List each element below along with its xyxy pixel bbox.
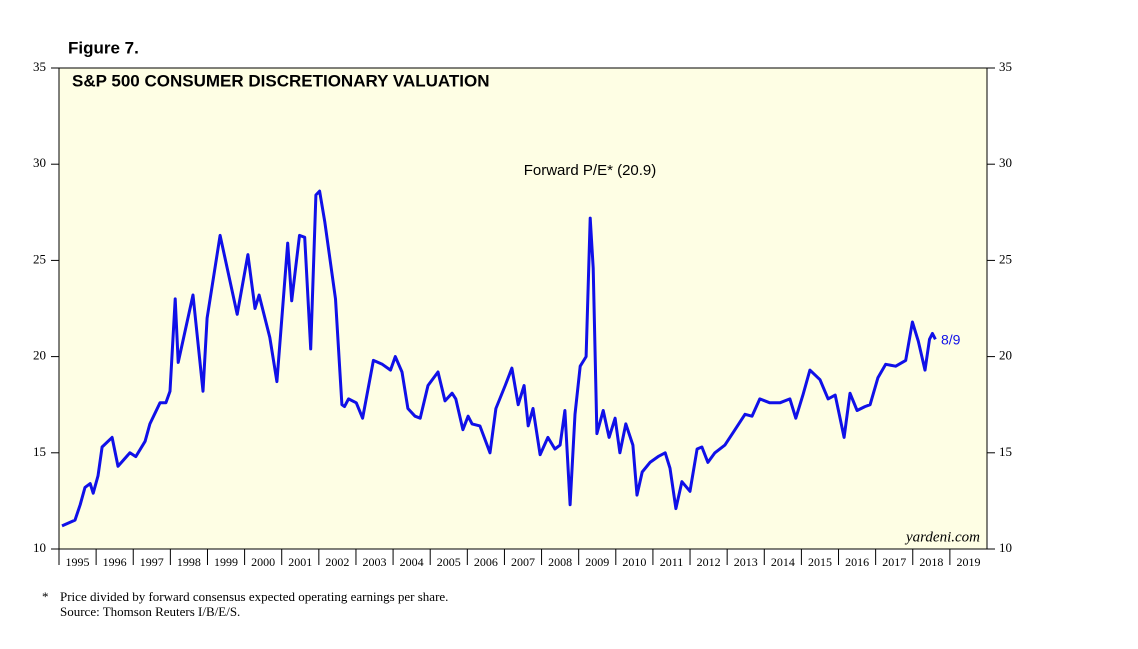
x-tick-label: 1995 — [66, 555, 90, 569]
x-tick-label: 1996 — [103, 555, 127, 569]
x-tick-label: 2009 — [585, 555, 609, 569]
y2-tick-label: 20 — [999, 348, 1012, 363]
x-tick-label: 2019 — [956, 555, 980, 569]
x-tick-label: 2007 — [511, 555, 535, 569]
date-annotation: 8/9 — [941, 332, 961, 348]
x-tick-label: 2013 — [734, 555, 758, 569]
x-tick-label: 2011 — [660, 555, 684, 569]
footnote-marker: * — [42, 589, 49, 604]
data-line — [61, 189, 937, 528]
x-tick-label: 2004 — [400, 555, 424, 569]
x-tick-label: 2017 — [882, 555, 906, 569]
watermark: yardeni.com — [904, 529, 980, 545]
x-tick-label: 1997 — [140, 555, 164, 569]
plot-area — [58, 67, 988, 550]
y2-tick-label: 25 — [999, 251, 1012, 266]
footnote: Price divided by forward consensus expec… — [60, 589, 448, 604]
x-tick-label: 2014 — [771, 555, 795, 569]
y-tick-label: 35 — [33, 59, 46, 74]
x-tick-label: 2005 — [437, 555, 461, 569]
x-tick-label: 1998 — [177, 555, 201, 569]
y-tick-label: 10 — [33, 540, 46, 555]
y2-tick-label: 35 — [999, 59, 1012, 74]
x-tick-label: 2000 — [251, 555, 275, 569]
x-tick-label: 2001 — [288, 555, 312, 569]
figure-label: Figure 7. — [68, 38, 139, 57]
y-tick-label: 15 — [33, 444, 46, 459]
x-tick-label: 2016 — [845, 555, 869, 569]
y-tick-label: 30 — [33, 155, 46, 170]
chart-title: S&P 500 CONSUMER DISCRETIONARY VALUATION — [72, 71, 490, 90]
source-note: Source: Thomson Reuters I/B/E/S. — [60, 604, 240, 619]
x-tick-label: 2003 — [363, 555, 387, 569]
x-tick-label: 2010 — [622, 555, 646, 569]
y2-tick-label: 15 — [999, 444, 1012, 459]
x-tick-label: 2008 — [548, 555, 572, 569]
x-tick-label: 2012 — [697, 555, 721, 569]
annotation: Forward P/E* (20.9) — [524, 162, 657, 179]
x-tick-label: 2015 — [808, 555, 832, 569]
y-tick-label: 20 — [33, 348, 46, 363]
y2-tick-label: 10 — [999, 540, 1012, 555]
x-tick-label: 2006 — [474, 555, 498, 569]
y2-tick-label: 30 — [999, 155, 1012, 170]
x-tick-label: 1999 — [214, 555, 238, 569]
x-tick-label: 2018 — [919, 555, 943, 569]
x-tick-label: 2002 — [325, 555, 349, 569]
y-tick-label: 25 — [33, 251, 46, 266]
